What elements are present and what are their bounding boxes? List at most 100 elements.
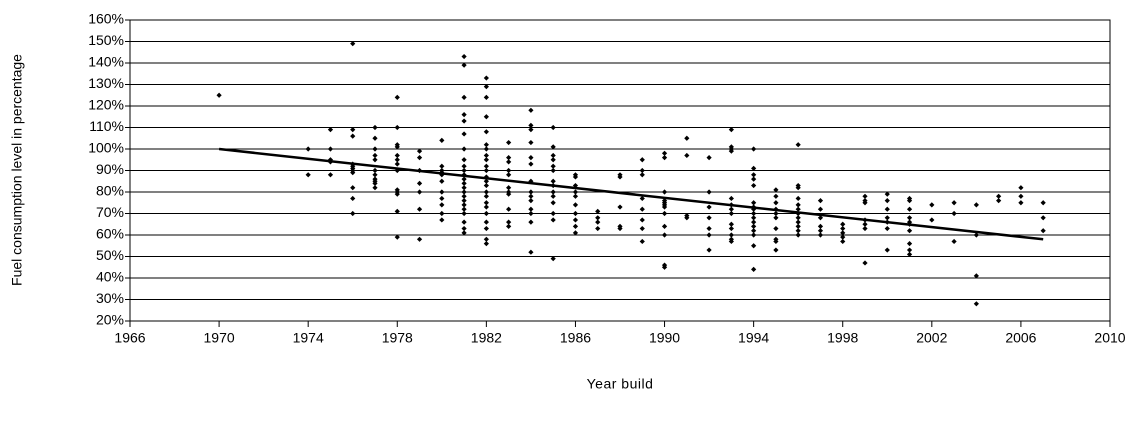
point: [483, 193, 489, 199]
point: [728, 221, 734, 227]
y-tick-label: 130%: [88, 75, 124, 91]
point: [350, 127, 356, 133]
point: [706, 155, 712, 161]
point: [528, 210, 534, 217]
point: [506, 185, 512, 191]
point: [728, 225, 734, 232]
point: [483, 157, 489, 163]
point: [528, 206, 534, 212]
x-tick-label: 1998: [827, 330, 858, 346]
point: [394, 191, 400, 197]
point: [216, 92, 222, 98]
point: [416, 206, 423, 212]
point: [973, 301, 979, 307]
point: [572, 210, 579, 217]
point: [795, 223, 801, 229]
y-tick-label: 60%: [96, 226, 124, 242]
point: [751, 232, 757, 238]
point: [728, 210, 734, 217]
point: [461, 206, 467, 212]
point: [773, 200, 779, 206]
point: [1040, 200, 1046, 206]
point: [372, 172, 378, 178]
point: [862, 200, 868, 206]
y-tick-label: 30%: [96, 290, 124, 306]
x-tick-label: 1974: [293, 330, 324, 346]
y-tick-label: 160%: [88, 11, 124, 27]
point: [506, 172, 512, 178]
point: [906, 206, 913, 212]
point: [817, 215, 824, 221]
point: [461, 219, 467, 225]
point: [372, 146, 378, 152]
point: [973, 273, 979, 279]
point: [372, 124, 378, 131]
point: [1018, 193, 1024, 199]
point: [951, 238, 957, 245]
point: [595, 219, 601, 225]
point: [929, 217, 935, 223]
point: [684, 215, 690, 221]
point: [884, 198, 890, 204]
y-tick-label: 50%: [96, 247, 124, 263]
point: [795, 215, 801, 221]
point: [639, 225, 645, 232]
point: [906, 251, 913, 257]
point: [461, 210, 467, 217]
point: [795, 232, 801, 238]
point: [461, 193, 467, 199]
y-tick-label: 80%: [96, 183, 124, 199]
point: [1018, 185, 1024, 191]
point: [394, 152, 400, 159]
point: [795, 202, 801, 208]
point: [305, 172, 311, 178]
point: [483, 163, 489, 169]
point: [483, 114, 489, 120]
y-tick-label: 120%: [88, 97, 124, 113]
point: [1040, 228, 1046, 234]
point: [684, 152, 690, 159]
point: [661, 223, 668, 229]
point: [439, 178, 445, 184]
point: [350, 133, 356, 139]
point: [728, 148, 734, 154]
point: [394, 234, 400, 240]
point: [394, 167, 400, 174]
point: [817, 198, 824, 204]
point: [327, 127, 334, 133]
point: [661, 210, 668, 217]
point: [461, 94, 467, 100]
x-axis-title: Year build: [587, 376, 654, 392]
point: [372, 185, 378, 191]
point: [528, 219, 534, 225]
point: [1040, 215, 1046, 221]
point: [751, 243, 757, 249]
point: [751, 146, 757, 152]
point: [416, 180, 423, 186]
point: [483, 152, 489, 159]
point: [661, 150, 668, 156]
point: [416, 236, 423, 242]
point: [795, 142, 801, 148]
point: [840, 221, 846, 227]
point: [528, 107, 534, 113]
point: [795, 185, 801, 191]
point: [372, 157, 378, 163]
point: [840, 225, 846, 232]
point: [461, 118, 467, 124]
point: [773, 210, 779, 217]
point: [439, 217, 445, 223]
point: [906, 228, 913, 234]
point: [483, 84, 489, 90]
point: [461, 146, 467, 152]
point: [751, 172, 757, 178]
point: [461, 167, 467, 174]
point: [528, 249, 534, 255]
point: [595, 215, 601, 221]
point: [461, 112, 467, 118]
point: [751, 219, 757, 225]
x-tick-label: 1978: [382, 330, 413, 346]
point: [483, 204, 489, 210]
plot-frame: [129, 19, 1111, 322]
